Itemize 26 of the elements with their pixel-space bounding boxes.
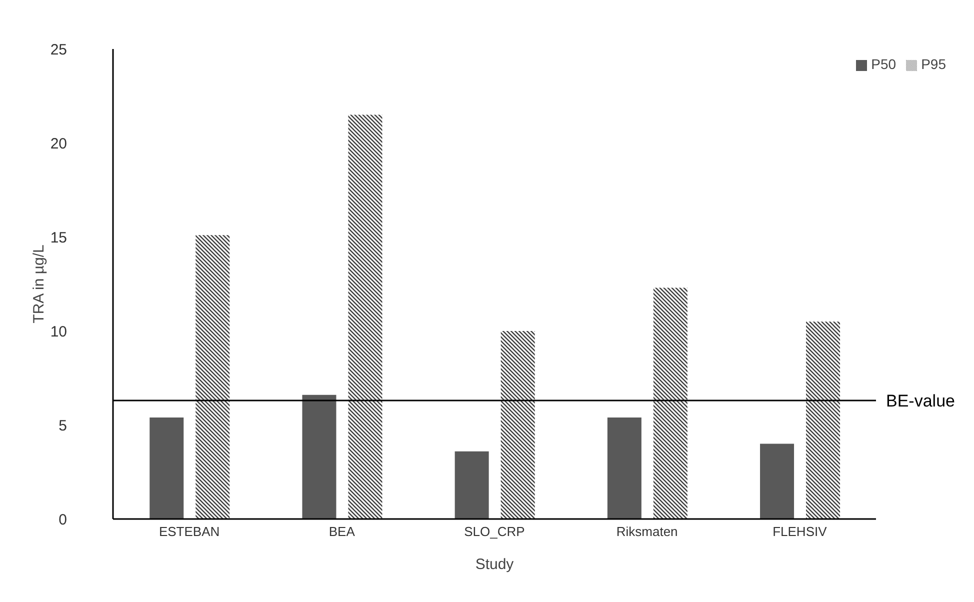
bar [196,235,230,519]
bar [760,444,794,519]
bar [302,394,336,519]
y-tick-label: 15 [50,229,67,246]
bar [348,114,382,519]
y-tick-label: 5 [58,417,67,434]
bar [806,322,840,519]
legend-label: P50 [871,56,896,72]
y-tick-label: 10 [50,323,67,340]
bar [454,451,489,519]
bar [653,288,688,519]
x-tick-label: SLO_CRP [464,524,525,540]
y-tick-label: 25 [50,41,67,58]
y-axis-title: TRA in µg/L [30,244,48,324]
x-tick-label: BEA [328,524,356,540]
y-tick-label: 20 [50,135,67,152]
x-axis-title: Study [475,556,514,573]
x-tick-label: Riksmaten [616,524,678,540]
bar [607,417,642,519]
ref-line-label: BE-value [886,392,955,411]
x-tick-label: ESTEBAN [158,524,220,540]
legend-label: P95 [921,56,946,72]
bar [500,331,535,519]
bar [150,417,184,519]
y-tick-label: 0 [58,511,67,528]
x-tick-label: FLEHSIV [772,524,828,540]
